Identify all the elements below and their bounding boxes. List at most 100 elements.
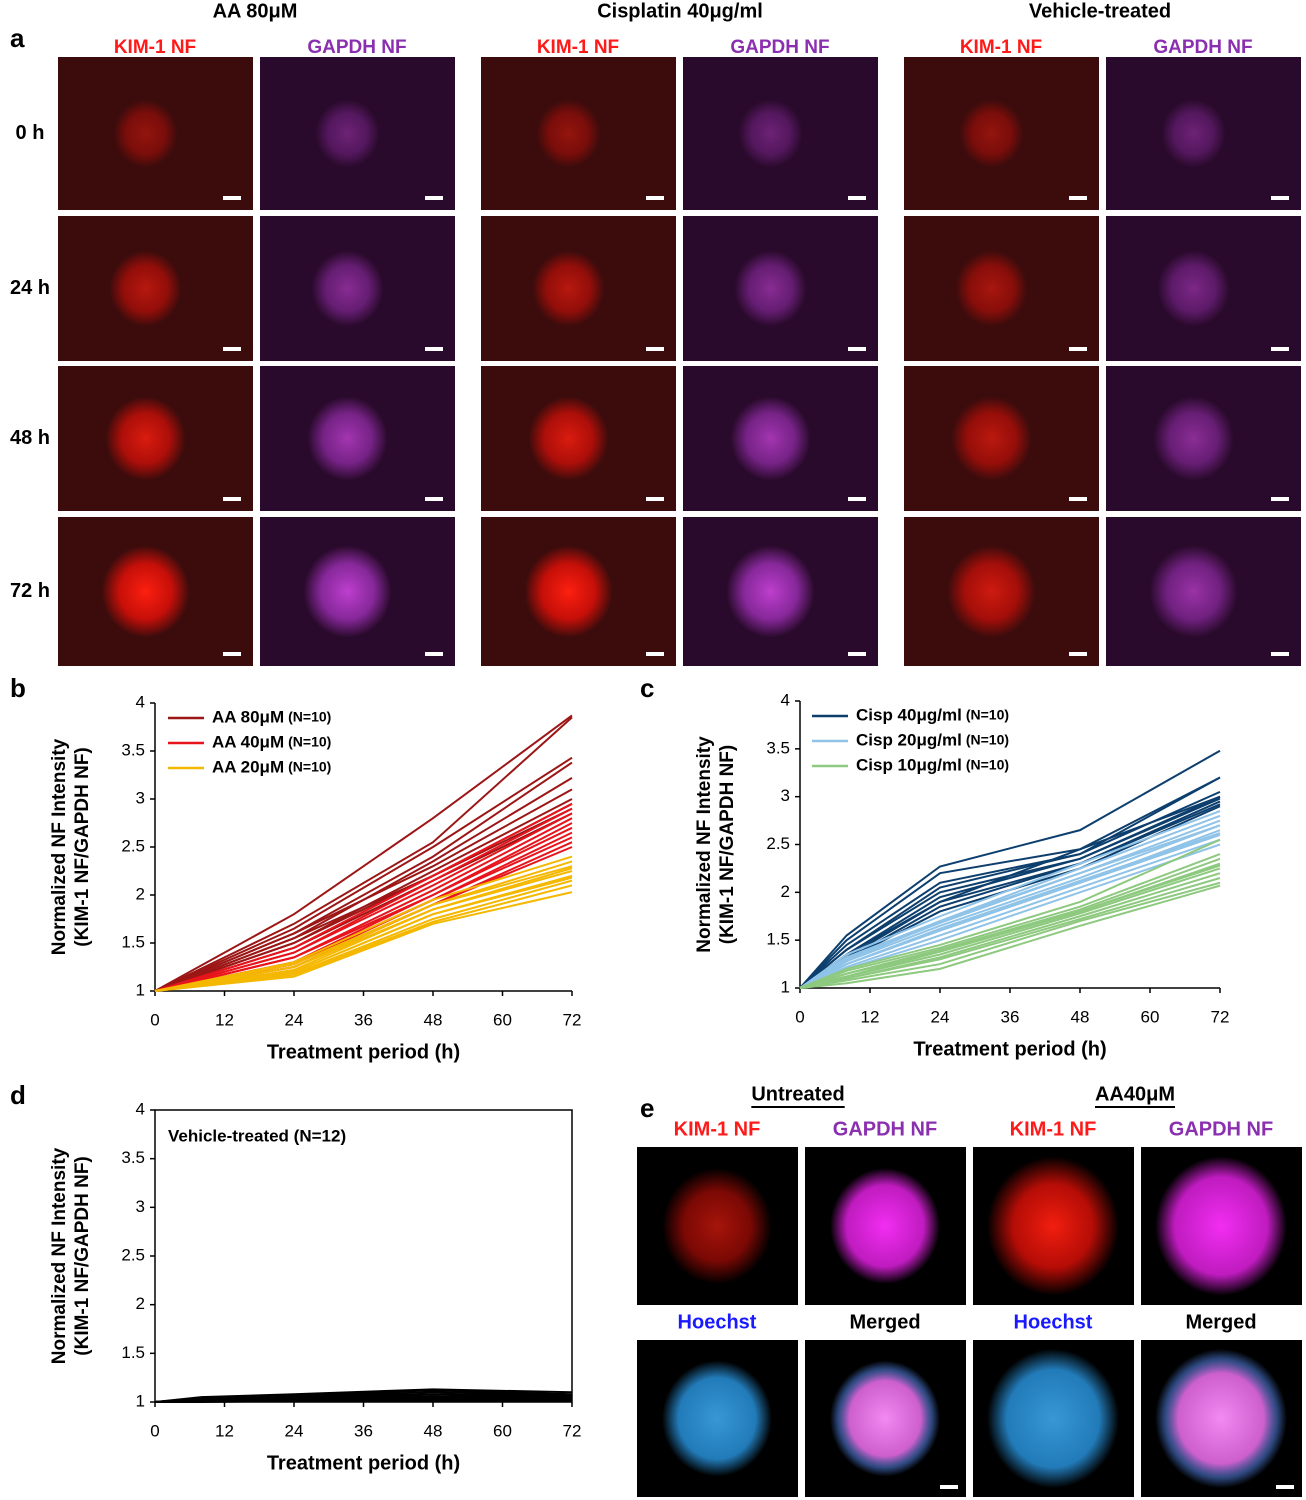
x-tick-label: 12 [215, 1421, 234, 1440]
data-line [799, 749, 1221, 989]
data-line [799, 810, 1221, 989]
scale-bar [646, 347, 664, 351]
data-line [154, 716, 573, 992]
spheroid [109, 250, 182, 327]
data-line [799, 853, 1221, 989]
scale-bar [1271, 196, 1289, 200]
channel-label: Merged [1185, 1311, 1256, 1333]
legend-n: (N=10) [966, 707, 1009, 723]
spheroid [734, 250, 807, 327]
data-line [154, 788, 573, 992]
x-tick-label: 36 [354, 1010, 373, 1029]
data-line [799, 881, 1221, 989]
scale-bar [425, 196, 443, 200]
scale-bar [1271, 652, 1289, 656]
x-tick-label: 48 [424, 1421, 443, 1440]
channel-label: KIM-1 NF [114, 37, 196, 58]
data-line [154, 756, 573, 992]
scale-bar [223, 347, 241, 351]
spheroid [959, 99, 1024, 168]
y-axis-title: Normalized NF Intensity [49, 1147, 70, 1364]
spheroid [1149, 545, 1238, 638]
data-line [799, 832, 1221, 989]
spheroid [830, 1360, 940, 1477]
legend-n: (N=10) [966, 732, 1009, 748]
data-line [154, 891, 573, 992]
spheroid [303, 545, 392, 638]
x-tick-label: 72 [563, 1010, 582, 1029]
data-line [155, 1400, 572, 1403]
legend-label: Cisp 10μg/ml [856, 755, 962, 774]
data-line [799, 776, 1221, 989]
spheroid [532, 250, 605, 327]
legend-n: (N=10) [288, 759, 331, 775]
spheroid [1155, 1156, 1287, 1296]
x-axis-title: Treatment period (h) [267, 1452, 460, 1474]
spheroid [1157, 250, 1230, 327]
row-label: 48 h [10, 427, 50, 449]
scale-bar [425, 347, 443, 351]
y-tick-label: 2 [136, 884, 145, 903]
scale-bar [1271, 497, 1289, 501]
y-tick-label: 4 [781, 690, 790, 709]
x-tick-label: 0 [150, 1010, 159, 1029]
data-line [799, 776, 1221, 989]
panel-label: b [10, 673, 26, 703]
legend-n: (N=10) [288, 709, 331, 725]
annotation: Vehicle-treated (N=12) [168, 1126, 346, 1145]
x-tick-label: 60 [493, 1421, 512, 1440]
y-tick-label: 1 [136, 980, 145, 999]
scale-bar [1069, 497, 1087, 501]
scale-bar [425, 652, 443, 656]
spheroid [662, 1360, 772, 1477]
scale-bar [223, 497, 241, 501]
spheroid [311, 250, 384, 327]
spheroid [524, 545, 613, 638]
spheroid [955, 250, 1028, 327]
scale-bar [940, 1485, 958, 1489]
spheroid [987, 1348, 1119, 1489]
group-title: Cisplatin 40μg/ml [597, 0, 763, 22]
spheroid [662, 1168, 772, 1284]
panel-label: e [640, 1093, 654, 1123]
scale-bar [223, 652, 241, 656]
y-tick-label: 1 [781, 977, 790, 996]
group-title: AA 80μM [213, 0, 298, 22]
scale-bar [848, 652, 866, 656]
x-tick-label: 0 [795, 1007, 804, 1026]
y-tick-label: 3 [781, 786, 790, 805]
scale-bar [425, 497, 443, 501]
legend-n: (N=10) [966, 757, 1009, 773]
legend-label: AA 40μM [212, 732, 284, 751]
x-tick-label: 36 [1001, 1007, 1020, 1026]
scale-bar [223, 196, 241, 200]
panel-label: c [640, 673, 654, 703]
x-tick-label: 0 [150, 1421, 159, 1440]
spheroid [951, 396, 1032, 481]
spheroid [1155, 1348, 1287, 1489]
data-line [799, 819, 1221, 989]
channel-label: KIM-1 NF [674, 1118, 761, 1140]
group-title: Vehicle-treated [1029, 0, 1171, 22]
channel-label: KIM-1 NF [1010, 1118, 1097, 1140]
group-title: Untreated [751, 1083, 844, 1105]
x-tick-label: 24 [285, 1010, 304, 1029]
x-tick-label: 24 [285, 1421, 304, 1440]
spheroid [1161, 99, 1226, 168]
scale-bar [848, 497, 866, 501]
channel-label: Merged [849, 1311, 920, 1333]
spheroid [830, 1168, 940, 1284]
spheroid [528, 396, 609, 481]
x-tick-label: 24 [931, 1007, 950, 1026]
data-line [799, 838, 1221, 989]
x-tick-label: 72 [563, 1421, 582, 1440]
spheroid [730, 396, 811, 481]
y-tick-label: 2.5 [121, 1245, 145, 1264]
scale-bar [646, 497, 664, 501]
scale-bar [1069, 196, 1087, 200]
row-label: 0 h [16, 122, 45, 144]
legend-label: AA 20μM [212, 757, 284, 776]
x-tick-label: 60 [493, 1010, 512, 1029]
y-tick-label: 4 [136, 1099, 145, 1118]
